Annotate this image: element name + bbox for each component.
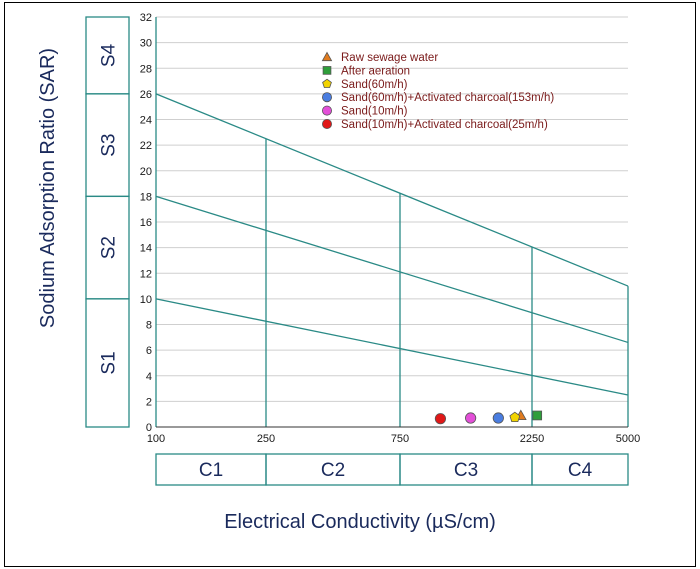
legend-marker — [321, 92, 332, 103]
legend-marker — [322, 78, 332, 88]
y-tick-label: 10 — [140, 294, 152, 306]
figure-frame — [4, 2, 696, 567]
salinity-class-box — [531, 453, 629, 486]
legend-label: Sand(10m/h) — [341, 106, 408, 118]
data-point — [532, 410, 543, 421]
y-tick-label: 32 — [140, 12, 152, 24]
y-tick-label: 22 — [140, 140, 152, 152]
y-tick-label: 28 — [140, 63, 152, 75]
y-axis-title: Sodium Adsorption Ratio (SAR) — [37, 48, 59, 328]
x-tick-label: 100 — [147, 433, 165, 445]
sodium-class-box — [85, 16, 130, 95]
salinity-class-label: C4 — [568, 460, 593, 481]
y-tick-label: 16 — [140, 217, 152, 229]
y-tick-label: 20 — [140, 166, 152, 178]
data-points — [434, 409, 543, 425]
data-point — [465, 412, 477, 424]
y-tick-label: 0 — [146, 422, 152, 434]
y-tick-label: 2 — [146, 396, 152, 408]
data-point — [492, 412, 504, 424]
legend-marker — [321, 119, 332, 130]
legend-label: Sand(60m/h)+Activated charcoal(153m/h) — [341, 92, 554, 104]
sodium-class-label: S4 — [99, 43, 120, 67]
x-tick-label: 250 — [257, 433, 275, 445]
legend-label: After aeration — [341, 65, 410, 77]
y-tick-label: 18 — [140, 191, 152, 203]
sodium-class-boundary — [155, 298, 629, 396]
x-tick-label: 5000 — [616, 433, 640, 445]
legend-marker — [322, 66, 332, 75]
sodium-class-label: S2 — [99, 236, 120, 259]
salinity-class-label: C1 — [199, 460, 223, 481]
legend-label: Raw sewage water — [341, 52, 438, 64]
class-boundary-lines — [155, 93, 629, 427]
sodium-class-boxes: S1 S2 S3 S4 — [85, 16, 130, 428]
x-tick-label: 2250 — [520, 433, 544, 445]
sodium-class-label: S1 — [99, 351, 120, 374]
sodium-class-boundary — [155, 195, 629, 344]
y-tick-label: 6 — [146, 345, 152, 357]
x-axis-title: Electrical Conductivity (µS/cm) — [224, 511, 496, 533]
y-tick-label: 12 — [140, 268, 152, 280]
legend-marker — [321, 105, 332, 116]
y-tick-label: 14 — [140, 243, 152, 255]
salinity-class-boxes: C1 C2 C3 C4 — [155, 453, 629, 486]
legend-marker — [321, 51, 333, 62]
sodium-class-boundary — [155, 93, 629, 287]
y-tick-label: 8 — [146, 320, 152, 332]
salinity-class-label: C3 — [454, 460, 478, 481]
legend-label: Sand(60m/h) — [341, 79, 408, 91]
salinity-class-label: C2 — [321, 460, 345, 481]
sodium-class-label: S3 — [99, 134, 120, 157]
grid-lines — [156, 16, 628, 402]
plot-area-frame — [155, 17, 628, 428]
legend-label: Sand(10m/h)+Activated charcoal(25m/h) — [341, 119, 548, 131]
y-tick-label: 26 — [140, 89, 152, 101]
x-axis-ticks: 100 250 750 2250 5000 — [147, 433, 640, 445]
y-tick-label: 4 — [146, 371, 152, 383]
x-tick-label: 750 — [391, 433, 409, 445]
data-point — [434, 413, 447, 425]
y-tick-label: 30 — [140, 38, 152, 50]
data-point — [509, 411, 521, 423]
y-tick-label: 24 — [140, 115, 152, 127]
